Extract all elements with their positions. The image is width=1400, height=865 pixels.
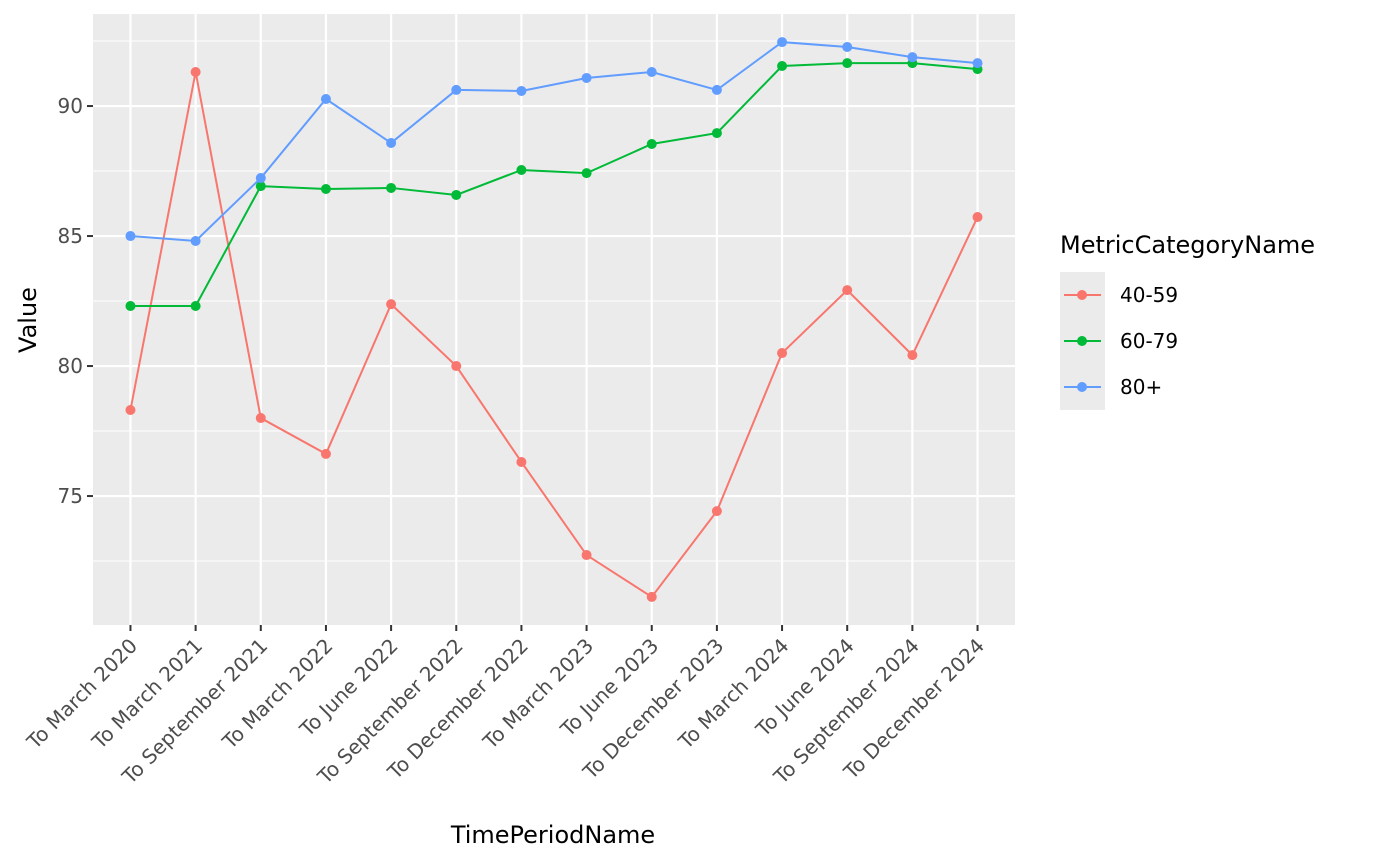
y-axis-title: Value (14, 287, 42, 353)
point (386, 182, 397, 193)
point (125, 300, 136, 311)
x-tick-label: To March 2020 (21, 634, 142, 755)
point (190, 300, 201, 311)
point (125, 404, 136, 415)
y-tick-label: 75 (58, 484, 83, 508)
point (646, 66, 657, 77)
point (255, 413, 266, 424)
y-tick-label: 90 (58, 94, 83, 118)
point (842, 285, 853, 296)
legend-label: 80+ (1120, 375, 1162, 399)
point (777, 37, 788, 48)
point (190, 235, 201, 246)
point (842, 42, 853, 53)
series-line (130, 62, 978, 307)
point (255, 181, 266, 192)
point (516, 85, 527, 96)
point (320, 183, 331, 194)
point (386, 137, 397, 148)
legend-point (1077, 290, 1087, 300)
point (646, 591, 657, 602)
y-tick-label: 85 (58, 224, 83, 248)
point (581, 168, 592, 179)
point (386, 299, 397, 310)
x-tick-label: To March 2022 (217, 634, 338, 755)
point (777, 348, 788, 359)
legend-title: MetricCategoryName (1060, 231, 1315, 259)
panel (93, 14, 1015, 625)
point (581, 72, 592, 83)
point (451, 189, 462, 200)
point (516, 456, 527, 467)
point (451, 84, 462, 95)
legend-label: 60-79 (1120, 329, 1178, 353)
point (711, 506, 722, 517)
point (711, 128, 722, 139)
y-tick-label: 80 (58, 354, 83, 378)
point (972, 58, 983, 69)
point (320, 448, 331, 459)
point (907, 350, 918, 361)
x-tick-label: To March 2021 (86, 634, 207, 755)
point (842, 58, 853, 69)
x-tick-label: To March 2024 (673, 634, 794, 755)
point (320, 94, 331, 105)
point (190, 66, 201, 77)
point (711, 84, 722, 95)
point (451, 361, 462, 372)
legend-point (1077, 382, 1087, 392)
point (777, 61, 788, 71)
x-tick-label: To March 2023 (477, 634, 598, 755)
point (907, 52, 918, 63)
point (125, 231, 136, 242)
legend-point (1077, 336, 1087, 346)
point (972, 212, 983, 223)
series-line (129, 71, 979, 599)
point (516, 165, 527, 175)
point (581, 550, 592, 561)
x-axis-title: TimePeriodName (450, 821, 655, 849)
point (646, 139, 657, 149)
legend-label: 40-59 (1120, 283, 1178, 307)
series-line (130, 41, 978, 243)
point (255, 173, 266, 184)
